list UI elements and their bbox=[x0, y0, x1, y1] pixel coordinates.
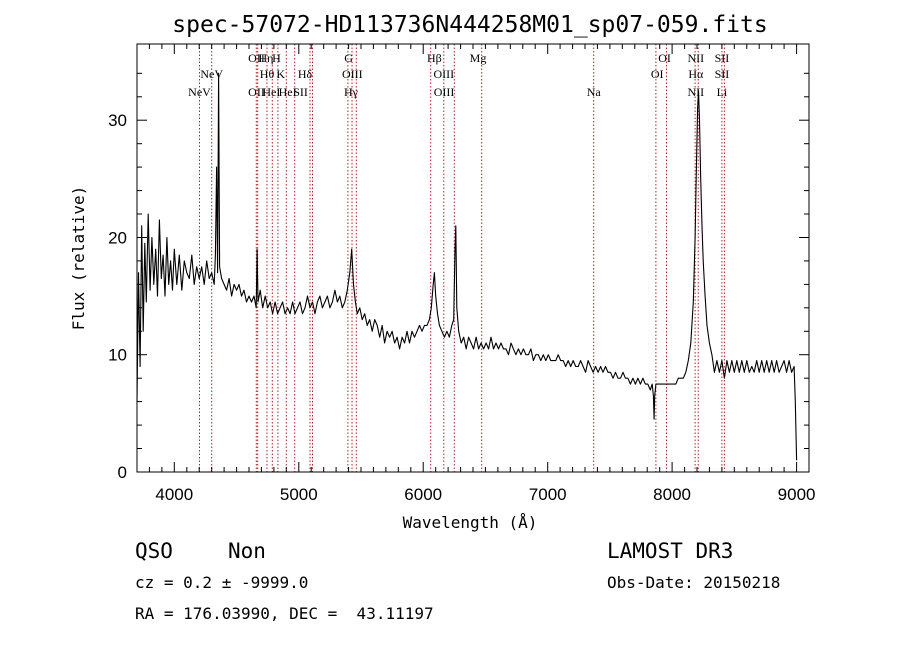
spectral-line-label: HeI bbox=[262, 85, 280, 99]
spectral-line-label: OII bbox=[248, 85, 265, 99]
spectral-line-markers bbox=[199, 44, 725, 472]
spectral-line-label: SII bbox=[715, 67, 730, 81]
spectral-line-label: Hβ bbox=[427, 51, 442, 65]
spectral-line-label: Li bbox=[717, 85, 728, 99]
y-tick-label: 0 bbox=[118, 463, 127, 482]
survey-label: LAMOST DR3 bbox=[607, 539, 734, 563]
x-tick-label: 7000 bbox=[529, 485, 567, 504]
spectral-line-label: G bbox=[344, 51, 353, 65]
spectral-line-label: NII bbox=[687, 51, 704, 65]
spectral-line-label: Mg bbox=[470, 51, 487, 65]
y-tick-label: 10 bbox=[108, 346, 127, 365]
spectral-line-label: HeI bbox=[279, 85, 297, 99]
y-axis-label: Flux (relative) bbox=[69, 186, 88, 331]
x-tick-label: 4000 bbox=[155, 485, 193, 504]
spectral-line-label: OI bbox=[658, 51, 671, 65]
spectral-line-label: Hθ bbox=[260, 67, 275, 81]
spectral-line-label: SII bbox=[293, 85, 308, 99]
redshift-readout: cz = 0.2 ± -9999.0 bbox=[135, 573, 309, 592]
object-subclass: Non bbox=[228, 539, 266, 563]
chart-title: spec-57072-HD113736N444258M01_sp07-059.f… bbox=[172, 12, 767, 38]
x-tick-label: 5000 bbox=[280, 485, 318, 504]
spectrum-series bbox=[136, 72, 798, 461]
spectral-line-label: OII bbox=[248, 51, 265, 65]
observation-date: Obs-Date: 20150218 bbox=[607, 573, 781, 592]
spectral-line-label: H bbox=[272, 51, 281, 65]
y-axis-ticks: 0 10 20 30 bbox=[108, 72, 809, 482]
spectral-line-label: OIII bbox=[434, 85, 455, 99]
x-tick-label: 6000 bbox=[404, 485, 442, 504]
spectral-line-label: Hα bbox=[688, 67, 704, 81]
spectral-line-label: OI bbox=[651, 67, 664, 81]
y-tick-label: 20 bbox=[108, 229, 127, 248]
spectral-line-label: Hη bbox=[259, 51, 274, 65]
x-axis-ticks: 4000 5000 6000 7000 8000 9000 bbox=[136, 44, 816, 504]
spectral-line-label: Na bbox=[587, 85, 602, 99]
spectral-line-label: NeV bbox=[188, 85, 211, 99]
spectral-line-labels: NeVNeVOIIOIIHηHθHHeIKHeIHδSIIGOIIIHγHβOI… bbox=[188, 51, 729, 99]
spectral-line-label: K bbox=[276, 67, 285, 81]
spectral-line-label: NeV bbox=[200, 67, 223, 81]
object-class: QSO bbox=[135, 539, 173, 563]
spectral-line-label: SII bbox=[715, 51, 730, 65]
spectrum-line bbox=[136, 72, 798, 461]
plot-frame bbox=[136, 43, 810, 473]
spectral-line-label: Hγ bbox=[344, 85, 359, 99]
coordinates-readout: RA = 176.03990, DEC = 43.11197 bbox=[135, 604, 434, 623]
spectral-line-label: OIII bbox=[433, 67, 454, 81]
spectral-line-label: OIII bbox=[342, 67, 363, 81]
spectral-line-label: NII bbox=[687, 85, 704, 99]
y-tick-label: 30 bbox=[108, 111, 127, 130]
x-tick-label: 9000 bbox=[778, 485, 816, 504]
spectral-line-label: Hδ bbox=[298, 67, 313, 81]
x-tick-label: 8000 bbox=[653, 485, 691, 504]
x-axis-label: Wavelength (Å) bbox=[403, 513, 538, 532]
